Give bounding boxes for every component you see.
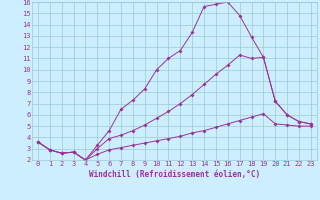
X-axis label: Windchill (Refroidissement éolien,°C): Windchill (Refroidissement éolien,°C) <box>89 170 260 179</box>
